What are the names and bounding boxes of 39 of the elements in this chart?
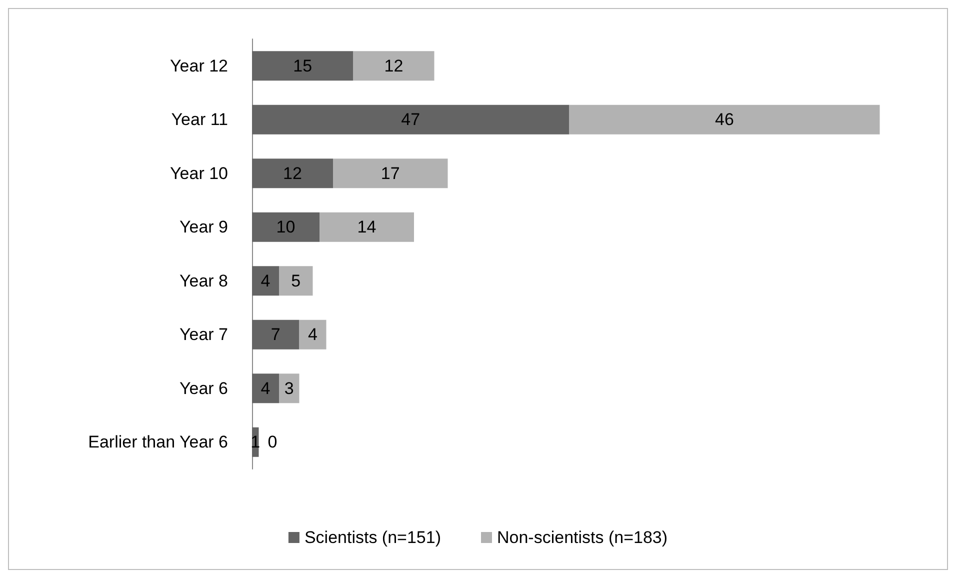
data-label: 3 <box>284 378 294 398</box>
data-label: 47 <box>401 110 420 130</box>
data-label: 14 <box>357 218 376 237</box>
legend-label: Scientists (n=151) <box>304 528 442 547</box>
bar <box>252 374 279 404</box>
bar <box>299 320 326 350</box>
bar <box>252 212 320 242</box>
data-label: 12 <box>283 164 302 183</box>
bar <box>252 320 300 350</box>
y-tick-label: Year 9 <box>179 218 228 237</box>
data-label: 12 <box>384 56 404 76</box>
bar <box>279 266 313 296</box>
bar <box>279 374 300 404</box>
data-label: 46 <box>715 110 734 130</box>
bar <box>252 266 279 296</box>
bar <box>353 51 434 81</box>
data-label: 4 <box>308 325 318 344</box>
y-tick-label: Year 6 <box>179 378 228 398</box>
bar <box>333 158 448 188</box>
bar <box>320 212 414 242</box>
bar <box>252 51 354 81</box>
data-label: 5 <box>291 271 301 290</box>
data-label: 7 <box>270 325 280 344</box>
bar <box>569 104 880 134</box>
data-label: 15 <box>293 56 312 76</box>
y-tick-label: Year 10 <box>170 164 228 183</box>
data-label: 4 <box>260 271 270 290</box>
y-tick-label: Year 7 <box>179 325 228 344</box>
y-tick-label: Year 11 <box>171 110 228 130</box>
y-tick-label: Year 12 <box>170 56 228 76</box>
data-label: 4 <box>260 378 270 398</box>
data-label: 0 <box>268 432 278 452</box>
bar <box>252 158 333 188</box>
data-label: 10 <box>276 218 296 237</box>
bar <box>252 104 570 134</box>
y-tick-label: Year 8 <box>179 271 228 290</box>
y-tick-label: Earlier than Year 6 <box>88 432 228 452</box>
legend-label: Non-scientists (n=183) <box>496 528 668 547</box>
data-label: 17 <box>380 164 400 183</box>
